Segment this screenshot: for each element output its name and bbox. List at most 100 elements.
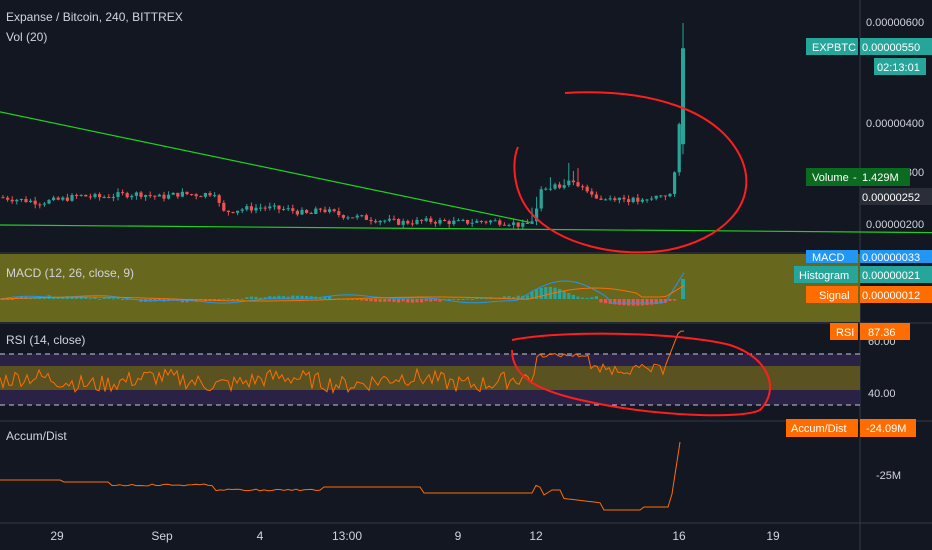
candle-body bbox=[627, 199, 631, 203]
candle-body bbox=[300, 209, 304, 215]
macd-histogram-bar bbox=[645, 299, 649, 306]
candle-body bbox=[236, 210, 240, 213]
macd-histogram-bar bbox=[562, 290, 566, 299]
candle-body bbox=[314, 208, 318, 215]
macd-histogram-bar bbox=[424, 299, 428, 302]
macd-histogram-bar bbox=[548, 286, 552, 299]
macd-histogram-bar bbox=[33, 297, 37, 299]
candle-body bbox=[75, 194, 79, 196]
macd-histogram-bar bbox=[88, 298, 92, 300]
macd-series bbox=[0, 272, 685, 306]
macd-histogram-bar bbox=[470, 299, 474, 300]
candle-body bbox=[484, 221, 488, 223]
macd-histogram-bar bbox=[585, 297, 589, 299]
candle-body bbox=[153, 195, 157, 197]
trendline bbox=[0, 224, 932, 234]
svg-text:-: - bbox=[853, 172, 857, 184]
candle-body bbox=[1, 197, 5, 199]
macd-histogram-bar bbox=[378, 299, 382, 302]
candle-body bbox=[576, 182, 580, 187]
macd-badge-label: MACD bbox=[812, 252, 844, 264]
macd-histogram-bar bbox=[654, 299, 658, 305]
candle-body bbox=[608, 198, 612, 200]
candle-body bbox=[272, 205, 276, 207]
macd-histogram-bar bbox=[318, 298, 322, 300]
candle-body bbox=[190, 194, 194, 196]
macd-histogram-bar bbox=[236, 299, 240, 300]
macd-histogram-bar bbox=[351, 299, 355, 301]
price-tick-600: 0.00000600 bbox=[866, 17, 924, 29]
candle-body bbox=[337, 211, 341, 216]
candle-body bbox=[323, 209, 327, 212]
macd-histogram-bar bbox=[226, 298, 230, 300]
macd-histogram-bar bbox=[461, 299, 465, 300]
macd-histogram-bar bbox=[650, 299, 654, 305]
volume-badge-value: 1.429M bbox=[862, 172, 899, 184]
rsi-study-label: RSI (14, close) bbox=[6, 333, 85, 347]
macd-histogram-bar bbox=[681, 279, 685, 299]
candle-body bbox=[617, 197, 621, 201]
time-label-4: 4 bbox=[257, 529, 264, 543]
candle-body bbox=[567, 180, 571, 186]
candle-body bbox=[180, 191, 184, 197]
candle-body bbox=[167, 194, 171, 199]
candle-body bbox=[553, 184, 557, 189]
macd-histogram-bar bbox=[627, 299, 631, 306]
histogram-badge bbox=[794, 266, 858, 283]
ad-tick: -25M bbox=[876, 470, 901, 482]
candle-body bbox=[203, 193, 207, 197]
candle-body bbox=[245, 206, 249, 210]
candle-body bbox=[456, 220, 460, 222]
candle-body bbox=[116, 192, 120, 197]
candle-body bbox=[539, 189, 543, 209]
candle-body bbox=[56, 197, 60, 200]
candle-body bbox=[194, 194, 198, 197]
macd-histogram-bar bbox=[613, 299, 617, 305]
macd-histogram-bar bbox=[622, 299, 626, 306]
candle-body bbox=[24, 198, 28, 203]
macd-histogram-bar bbox=[433, 299, 437, 301]
candle-body bbox=[525, 222, 529, 224]
candle-body bbox=[213, 195, 217, 197]
candle-body bbox=[406, 220, 410, 224]
candle-body bbox=[581, 186, 585, 188]
time-label-12: 12 bbox=[529, 529, 543, 543]
macd-histogram-bar bbox=[355, 299, 359, 300]
macd-histogram-bar bbox=[157, 299, 161, 301]
macd-histogram-bar bbox=[452, 298, 456, 300]
rsi-badge-label: RSI bbox=[836, 327, 854, 339]
macd-histogram-bar bbox=[75, 297, 79, 299]
ad-line bbox=[0, 441, 681, 511]
rsi-line bbox=[0, 330, 684, 395]
macd-histogram-bar bbox=[594, 296, 598, 299]
ad-study-label: Accum/Dist bbox=[6, 429, 67, 443]
candle-body bbox=[493, 220, 497, 222]
macd-line bbox=[0, 272, 685, 304]
candle-body bbox=[162, 194, 166, 199]
candle-body bbox=[111, 196, 115, 198]
candle-body bbox=[415, 219, 419, 224]
macd-histogram-bar bbox=[553, 287, 557, 299]
countdown-badge bbox=[874, 58, 926, 75]
candle-body bbox=[668, 193, 672, 197]
macd-histogram-bar bbox=[84, 297, 88, 299]
macd-histogram-bar bbox=[111, 298, 115, 300]
candle-body bbox=[84, 194, 88, 197]
macd-histogram-bar bbox=[401, 299, 405, 302]
macd-histogram-bar bbox=[631, 299, 635, 306]
candle-body bbox=[558, 184, 562, 188]
candle-body bbox=[52, 197, 56, 201]
candle-body bbox=[585, 186, 589, 192]
candle-body bbox=[47, 200, 51, 204]
macd-background-band bbox=[0, 254, 860, 322]
candle-body bbox=[535, 208, 539, 222]
macd-histogram-bar bbox=[640, 299, 644, 306]
macd-histogram-bar bbox=[539, 287, 543, 299]
macd-histogram-bar bbox=[272, 296, 276, 299]
candle-body bbox=[263, 207, 267, 209]
macd-histogram-bar bbox=[295, 295, 299, 299]
macd-histogram-bar bbox=[222, 298, 226, 300]
macd-histogram-bar bbox=[6, 299, 10, 300]
candle-body bbox=[498, 220, 502, 225]
